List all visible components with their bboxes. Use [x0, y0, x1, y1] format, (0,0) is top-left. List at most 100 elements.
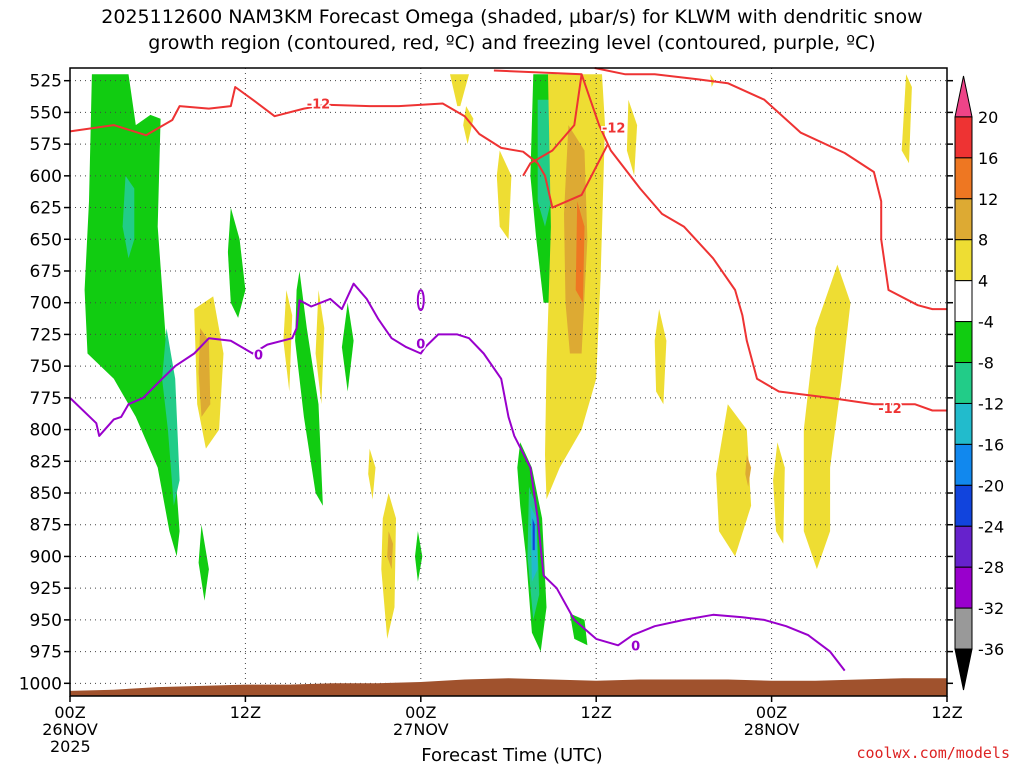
y-axis: 525 550 575 600 625 650 675 700 725 750 775 800 825 8… [19, 72, 953, 694]
y-tick-label-575: 575 [30, 135, 62, 155]
y-tick-label-875: 875 [30, 516, 62, 536]
colorbar-segment-8 [954, 402, 973, 445]
omega-region-0 [84, 74, 180, 557]
omega-region-11 [537, 99, 551, 227]
colorbar-segment-7 [954, 362, 973, 404]
colorbar-label-2: 12 [978, 190, 998, 209]
chart-title: 2025112600 NAM3KM Forecast Omega (shaded… [0, 4, 1024, 56]
freezing-level-label-0: 0 [254, 349, 263, 364]
colorbar-segment-12 [954, 566, 973, 609]
omega-region-20 [450, 74, 469, 107]
colorbar-label-8: -16 [978, 435, 1004, 454]
omega-region-8 [569, 613, 588, 646]
colorbar-segment-1 [954, 116, 973, 159]
x-tick-label-24-0: 00Z [405, 703, 436, 722]
chart-title-line-1: 2025112600 NAM3KM Forecast Omega (shaded… [101, 6, 923, 28]
x-tick-label-36-0: 12Z [581, 703, 612, 722]
x-tick-label-12-0: 12Z [230, 703, 261, 722]
chart-title-line-2: growth region (contoured, red, ºC) and f… [148, 32, 876, 54]
omega-region-25 [654, 309, 667, 405]
colorbar-segment-3 [954, 198, 973, 241]
y-tick-label-800: 800 [30, 421, 62, 441]
x-tick-label-0-2: 2025 [50, 737, 91, 756]
y-tick-label-1000: 1000 [19, 674, 62, 694]
colorbar-segment-6 [954, 321, 973, 364]
omega-region-33 [745, 454, 752, 487]
x-axis-label: Forecast Time (UTC) [421, 745, 603, 766]
y-tick-label-950: 950 [30, 611, 62, 631]
colorbar-label-13: -36 [978, 640, 1004, 659]
colorbar: 20 16 12 8 4 -4 -8 -12 -16 -20 -24 -28 -32 -36 [954, 75, 1004, 691]
y-tick-label-550: 550 [30, 103, 62, 123]
y-tick-label-900: 900 [30, 547, 62, 567]
x-tick-label-48-0: 00Z [756, 703, 787, 722]
y-tick-label-675: 675 [30, 262, 62, 282]
omega-region-26 [716, 404, 752, 557]
dendritic-contour-label-1: -12 [602, 122, 626, 137]
freezing-level: 0 0 0 [69, 282, 846, 672]
colorbar-label-3: 8 [978, 231, 988, 250]
omega-region-29 [901, 74, 912, 164]
dendritic-contour-1 [493, 69, 947, 412]
colorbar-label-12: -32 [978, 599, 1004, 618]
colorbar-cap-bottom [954, 648, 973, 691]
omega-region-2 [295, 271, 323, 506]
omega-region-1 [227, 207, 246, 318]
freezing-level-closed-contour [416, 289, 425, 312]
dendritic-contour-2 [594, 67, 947, 311]
colorbar-segment-11 [954, 525, 973, 568]
colorbar-segment-4 [954, 239, 973, 282]
omega-region-4 [198, 524, 209, 601]
colorbar-segment-2 [954, 157, 973, 200]
omega-region-17 [315, 290, 325, 405]
omega-region-24 [626, 99, 638, 176]
omega-region-21 [463, 106, 474, 145]
y-tick-label-775: 775 [30, 389, 62, 409]
colorbar-label-5: -4 [978, 313, 994, 332]
dendritic-contour-label-0: -12 [307, 98, 331, 113]
omega-region-34 [387, 531, 393, 570]
colorbar-label-7: -12 [978, 394, 1004, 413]
y-tick-label-600: 600 [30, 167, 62, 187]
terrain-fill [70, 678, 947, 696]
y-tick-label-625: 625 [30, 199, 62, 219]
omega-region-19 [381, 493, 396, 639]
colorbar-label-0: 20 [978, 108, 998, 127]
y-tick-label-700: 700 [30, 294, 62, 314]
y-tick-label-725: 725 [30, 325, 62, 345]
x-tick-label-48-1: 28NOV [744, 720, 800, 739]
colorbar-segment-5 [954, 280, 973, 323]
colorbar-label-11: -28 [978, 558, 1004, 577]
freezing-level-line [69, 282, 846, 672]
dendritic-contour-0 [69, 86, 609, 209]
y-tick-label-750: 750 [30, 357, 62, 377]
colorbar-label-4: 4 [978, 272, 988, 291]
colorbar-cap-top [954, 75, 973, 118]
y-tick-label-925: 925 [30, 579, 62, 599]
colorbar-segment-9 [954, 443, 973, 486]
y-tick-label-850: 850 [30, 484, 62, 504]
dendritic-contour-label-2: -12 [878, 402, 902, 417]
y-tick-label-650: 650 [30, 230, 62, 250]
y-tick-label-825: 825 [30, 452, 62, 472]
omega-region-5 [415, 531, 423, 582]
omega-region-9 [122, 175, 135, 259]
colorbar-label-1: 16 [978, 149, 998, 168]
y-tick-label-975: 975 [30, 643, 62, 663]
dendritic-contours: -12 -12 -12 [69, 67, 947, 419]
omega-region-27 [773, 442, 785, 544]
colorbar-segment-13 [954, 607, 973, 650]
freezing-level-label-1: 0 [416, 337, 425, 352]
colorbar-label-6: -8 [978, 354, 994, 373]
x-tick-label-0-0: 00Z [54, 703, 85, 722]
x-tick-label-0-1: 26NOV [42, 720, 98, 739]
x-tick-label-60-0: 12Z [931, 703, 962, 722]
x-tick-label-24-1: 27NOV [393, 720, 449, 739]
site-credit[interactable]: coolwx.com/models [856, 744, 1010, 762]
omega-region-22 [496, 150, 512, 240]
omega-region-31 [198, 328, 211, 417]
colorbar-segment-10 [954, 484, 973, 527]
y-tick-label-525: 525 [30, 72, 62, 92]
